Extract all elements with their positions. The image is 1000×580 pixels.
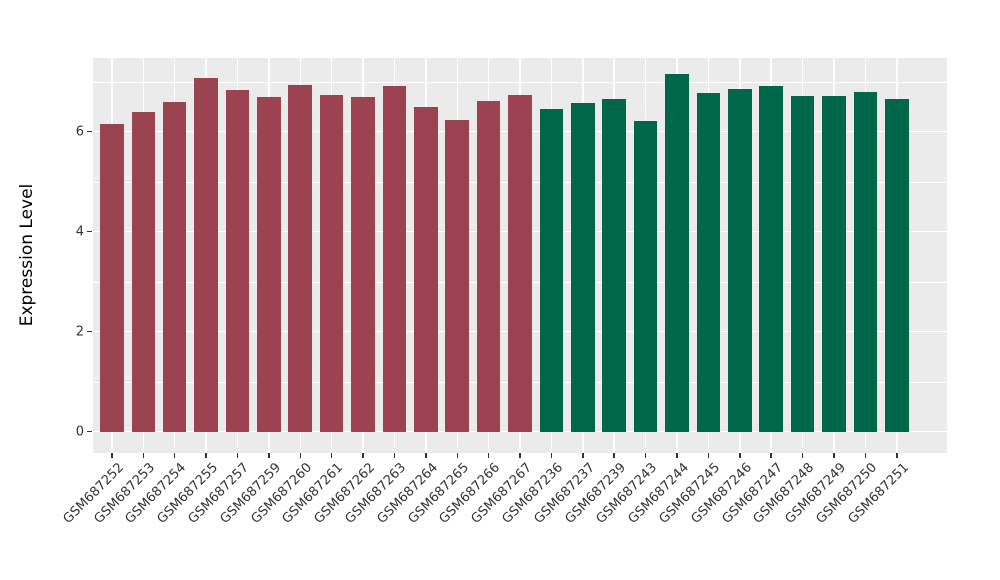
x-axis-tick — [613, 453, 615, 458]
y-axis-tick — [87, 330, 92, 333]
x-axis-tick — [487, 453, 490, 458]
x-axis-tick — [393, 453, 396, 458]
x-axis-tick — [739, 453, 741, 458]
y-axis-tick — [87, 130, 92, 133]
bar — [257, 97, 281, 432]
y-axis-tick — [87, 230, 92, 233]
y-tick-label: 2 — [75, 324, 84, 339]
x-axis-tick — [644, 453, 647, 458]
y-axis-title: Expression Level — [17, 183, 37, 327]
bar — [633, 120, 658, 432]
y-tick-label: 4 — [75, 224, 84, 239]
x-axis-tick — [676, 453, 678, 458]
bar — [476, 100, 501, 432]
bar — [225, 90, 250, 432]
x-axis-tick — [519, 453, 521, 458]
x-axis-tick — [707, 453, 710, 458]
bar — [822, 95, 846, 432]
x-axis-tick — [111, 453, 113, 458]
bar — [759, 85, 783, 432]
bar — [162, 101, 187, 432]
x-axis-tick — [236, 453, 239, 458]
bar — [602, 98, 626, 432]
plot-panel — [93, 58, 947, 453]
x-axis-tick — [456, 453, 458, 458]
bar — [382, 86, 407, 432]
bar — [665, 73, 689, 432]
bar — [445, 120, 469, 432]
x-axis-tick — [205, 453, 207, 458]
bar — [131, 111, 155, 432]
x-axis-tick — [801, 453, 804, 458]
y-axis-tick — [87, 430, 92, 433]
bar — [100, 124, 124, 432]
bar — [885, 99, 909, 432]
bar — [728, 89, 752, 432]
x-axis-tick — [833, 453, 835, 458]
x-axis-tick — [550, 453, 553, 458]
bar — [319, 95, 344, 432]
x-axis-tick — [173, 453, 176, 458]
bar — [414, 107, 438, 432]
bar — [288, 85, 312, 432]
x-axis-tick — [330, 453, 333, 458]
x-axis-tick — [864, 453, 867, 458]
bar — [853, 92, 878, 432]
x-axis-tick — [582, 453, 584, 458]
bar — [508, 94, 532, 432]
x-axis-tick — [299, 453, 301, 458]
x-axis-tick — [362, 453, 364, 458]
bar — [194, 78, 218, 432]
bar — [790, 95, 815, 432]
y-tick-label: 6 — [75, 124, 84, 139]
bar — [571, 102, 595, 432]
x-axis-tick — [896, 453, 898, 458]
bar — [696, 93, 721, 432]
y-tick-label: 0 — [75, 424, 84, 439]
x-axis-tick — [268, 453, 270, 458]
x-axis-tick — [142, 453, 144, 458]
bar — [351, 97, 375, 432]
x-axis-tick — [425, 453, 427, 458]
bar — [539, 109, 564, 432]
x-axis-tick — [770, 453, 772, 458]
